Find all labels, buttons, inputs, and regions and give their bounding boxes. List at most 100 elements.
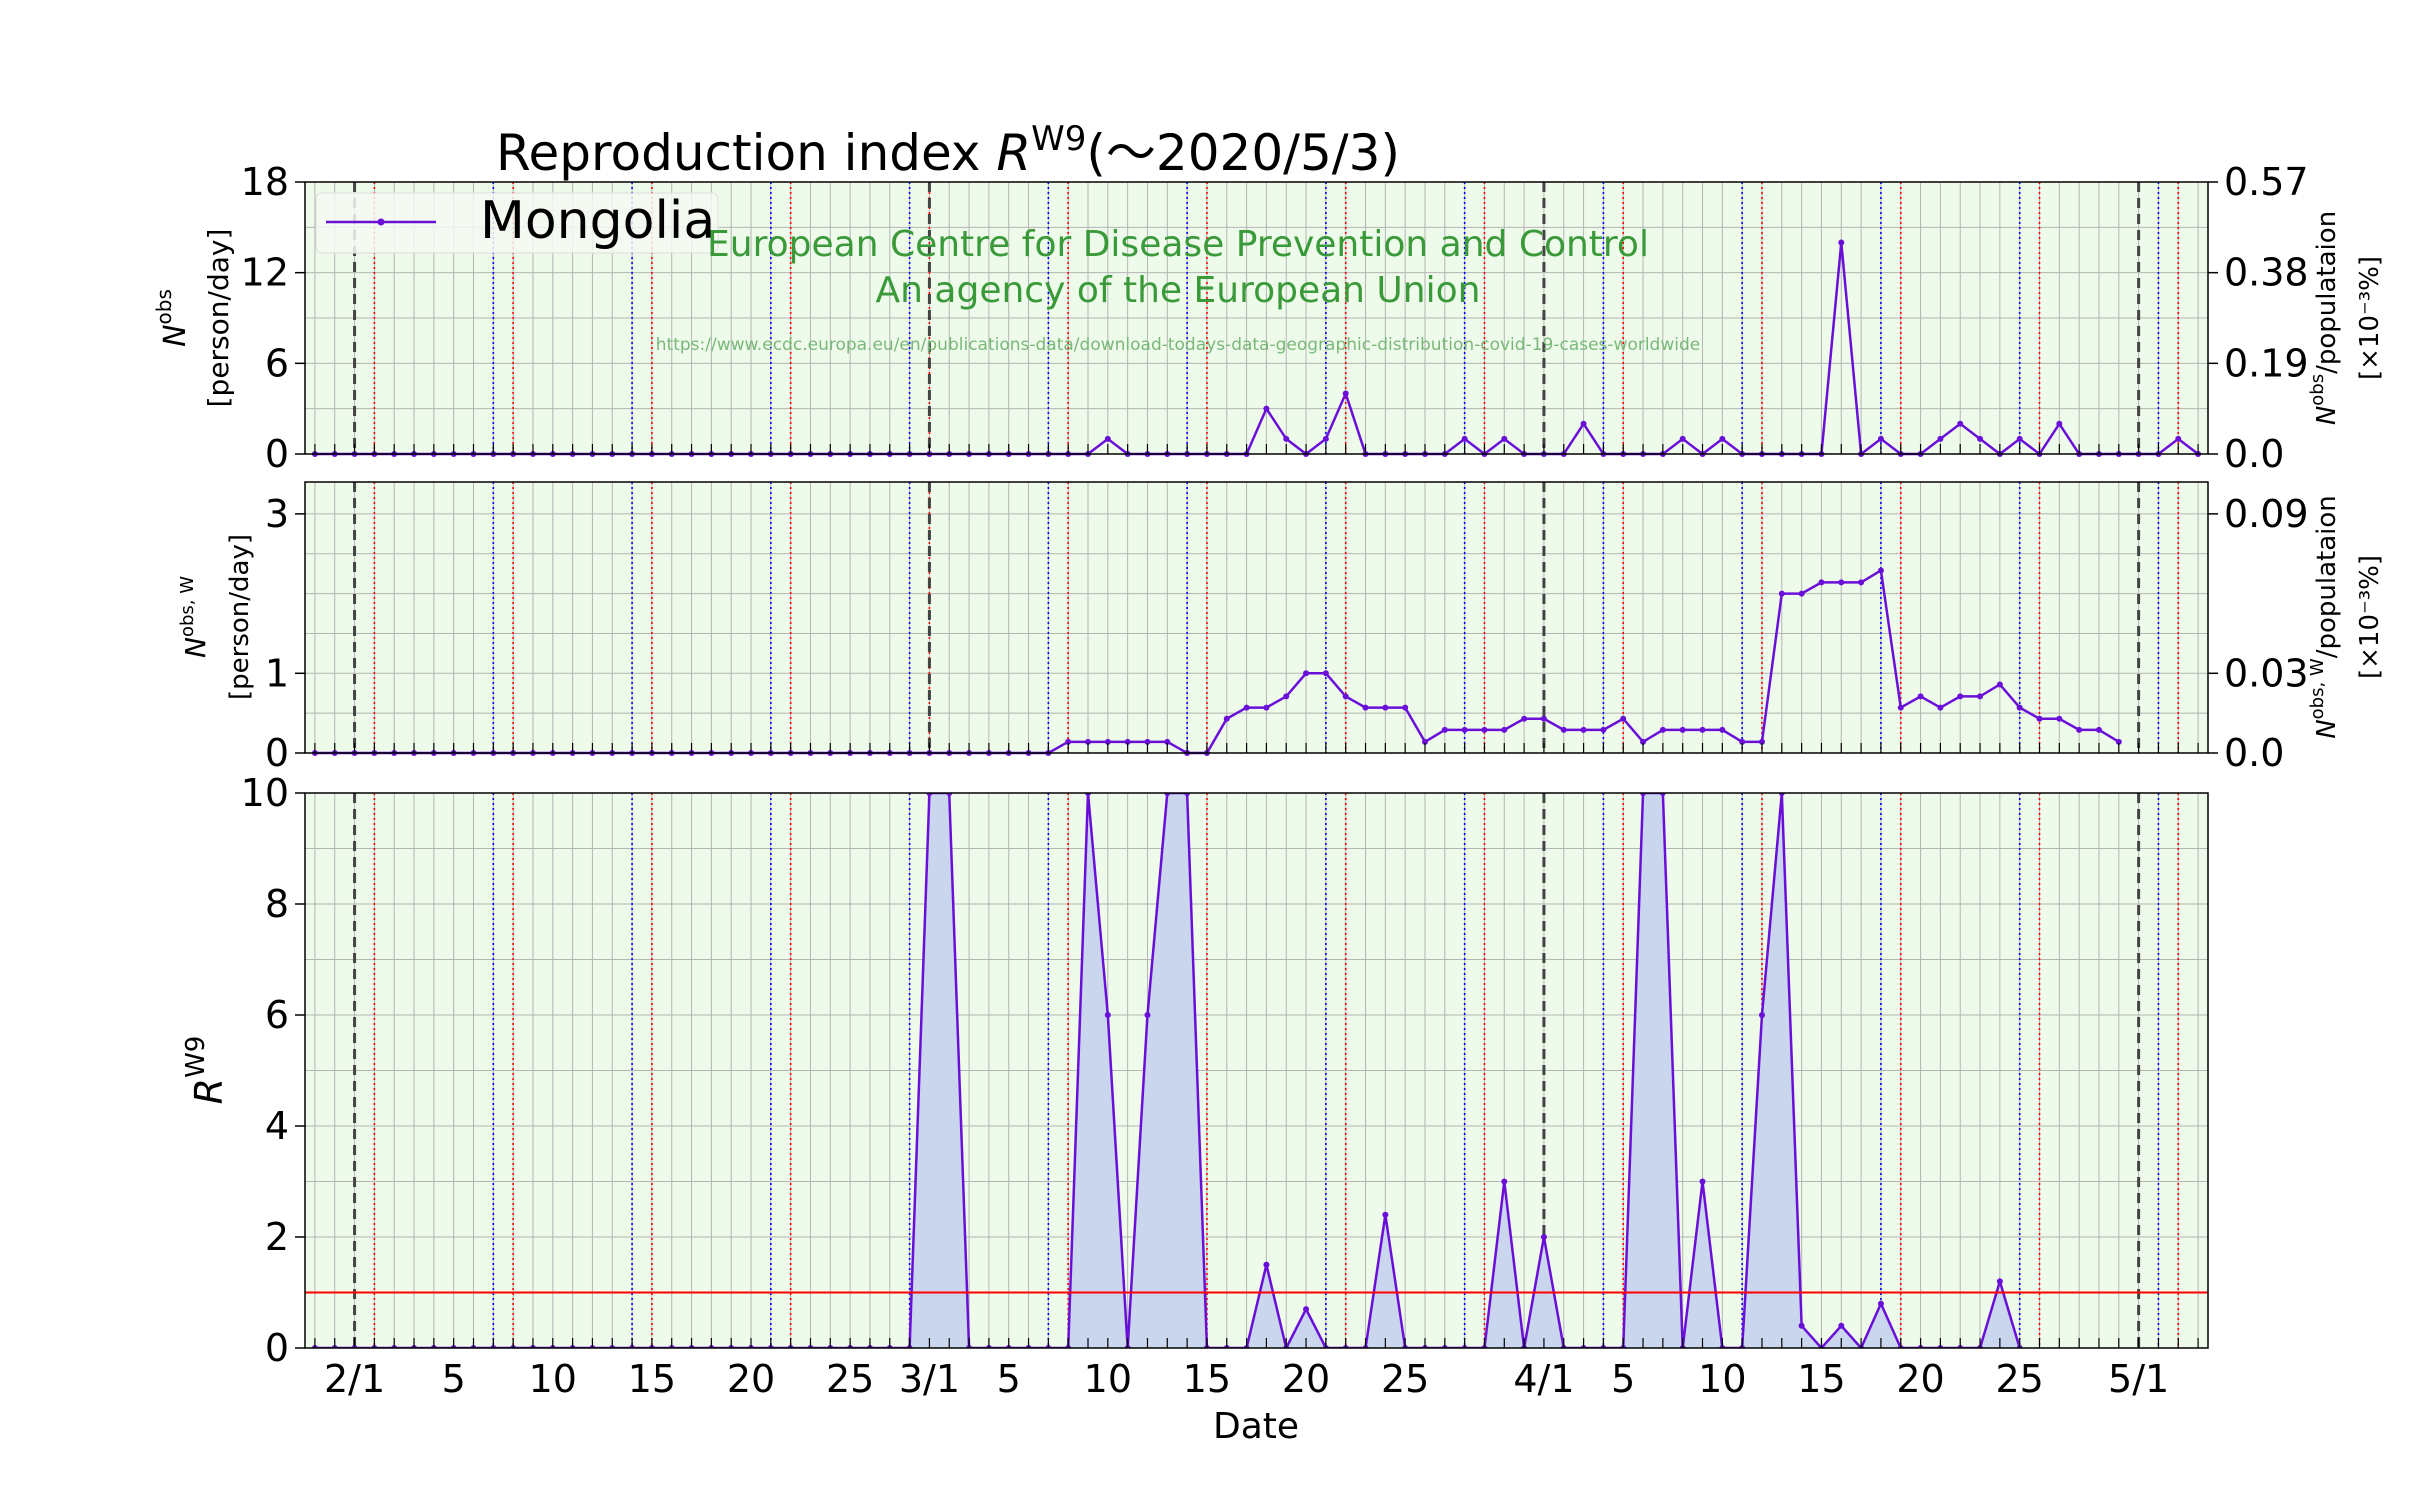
weekly-point bbox=[2016, 704, 2023, 711]
daily-cases-panel: 0 6 12 18 0.0 0.19 0.38 0.57 Nobs [person/day]… bbox=[152, 160, 2385, 476]
legend: Mongolia bbox=[315, 191, 719, 254]
weekly-point bbox=[1977, 693, 1984, 700]
daily-point bbox=[1719, 435, 1726, 442]
weekly-point bbox=[1243, 704, 1250, 711]
rw9-point bbox=[1996, 1278, 2003, 1285]
title-suffix: (～2020/5/3) bbox=[1086, 124, 1400, 182]
weekly-point bbox=[1144, 738, 1151, 745]
watermark-url: https://www.ecdc.europa.eu/en/publicatio… bbox=[656, 335, 1700, 355]
daily-y2tick-label: 0.57 bbox=[2224, 160, 2309, 204]
daily-point bbox=[2056, 420, 2063, 427]
daily-y-unit: [person/day] bbox=[202, 229, 235, 408]
weekly-point bbox=[1937, 704, 1944, 711]
weekly-point bbox=[1362, 704, 1369, 711]
legend-label-mongolia: Mongolia bbox=[480, 191, 715, 251]
weekly-point bbox=[1917, 693, 1924, 700]
daily-ytick-label: 0 bbox=[265, 432, 289, 476]
legend-box bbox=[315, 192, 719, 254]
weekly-y2-label: Nobs, W/populataion bbox=[2307, 495, 2342, 739]
rw9-ytick-label: 6 bbox=[265, 993, 289, 1037]
weekly-y2-unit: [×10⁻³%] bbox=[2355, 555, 2385, 679]
weekly-point bbox=[1659, 726, 1666, 733]
weekly-point bbox=[1600, 726, 1607, 733]
weekly-point bbox=[1838, 579, 1845, 586]
weekly-point bbox=[1580, 726, 1587, 733]
x-tick-label: 25 bbox=[1381, 1357, 1429, 1401]
daily-y2tick-label: 0.38 bbox=[2224, 251, 2309, 295]
rw9-point bbox=[1540, 1234, 1547, 1240]
daily-y2tick-label: 0.19 bbox=[2224, 341, 2309, 385]
daily-y2-ticks: 0.0 0.19 0.38 0.57 bbox=[2208, 160, 2309, 476]
rw9-ytick-label: 4 bbox=[265, 1104, 289, 1148]
weekly-ytick-label: 0 bbox=[265, 731, 289, 775]
daily-point bbox=[1283, 435, 1290, 442]
weekly-point bbox=[1858, 579, 1865, 586]
weekly-point bbox=[1560, 726, 1567, 733]
weekly-y2tick-label: 0.03 bbox=[2224, 651, 2309, 695]
rw9-point bbox=[1758, 1012, 1765, 1018]
x-tick-label: 5 bbox=[1611, 1357, 1635, 1401]
weekly-point bbox=[1342, 693, 1349, 700]
rw9-plot-frame bbox=[304, 792, 2209, 1349]
daily-y2-label: Nobs/populataion bbox=[2307, 211, 2342, 425]
title-superscript: W9 bbox=[1031, 119, 1086, 159]
x-tick-label: 5 bbox=[997, 1357, 1021, 1401]
weekly-point bbox=[1402, 704, 1409, 711]
daily-ytick-label: 18 bbox=[241, 160, 289, 204]
daily-point bbox=[1263, 405, 1270, 412]
weekly-point bbox=[1382, 704, 1389, 711]
rw9-ytick-label: 8 bbox=[265, 882, 289, 926]
daily-point bbox=[1342, 390, 1349, 397]
weekly-point bbox=[1521, 715, 1528, 722]
weekly-point bbox=[1164, 738, 1171, 745]
weekly-point bbox=[1798, 590, 1805, 597]
daily-point bbox=[1501, 435, 1508, 442]
x-tick-label: 3/1 bbox=[899, 1357, 960, 1401]
rw9-point bbox=[1382, 1211, 1389, 1218]
title-prefix: Reproduction index bbox=[496, 124, 996, 182]
weekly-point bbox=[1758, 738, 1765, 745]
weekly-point bbox=[2056, 715, 2063, 722]
watermark-ecdc-tagline: An agency of the European Union bbox=[876, 270, 1481, 311]
weekly-point bbox=[2115, 738, 2122, 745]
daily-plot-frame bbox=[304, 181, 2209, 455]
rw9-ytick-label: 10 bbox=[241, 771, 289, 815]
daily-point bbox=[1104, 435, 1111, 442]
daily-y2tick-label: 0.0 bbox=[2224, 432, 2284, 476]
weekly-point bbox=[1223, 715, 1230, 722]
daily-point bbox=[1580, 420, 1587, 427]
daily-point bbox=[1838, 239, 1845, 246]
weekly-point bbox=[1620, 715, 1627, 722]
weekly-point bbox=[1739, 738, 1746, 745]
weekly-point bbox=[1065, 738, 1072, 745]
weekly-point bbox=[1640, 738, 1647, 745]
x-tick-label: 15 bbox=[628, 1357, 676, 1401]
weekly-point bbox=[1877, 567, 1884, 574]
weekly-point bbox=[1085, 738, 1092, 745]
title-symbol: R bbox=[996, 124, 1031, 182]
weekly-average-panel: 0 1 3 0.0 0.03 0.09 Nobs, W [person/day] Nob… bbox=[177, 481, 2385, 775]
daily-ytick-label: 6 bbox=[265, 341, 289, 385]
x-tick-label: 25 bbox=[1996, 1357, 2044, 1401]
weekly-point bbox=[1897, 704, 1904, 711]
weekly-y2tick-label: 0.0 bbox=[2224, 731, 2284, 775]
x-tick-label: 20 bbox=[727, 1357, 775, 1401]
rw9-point bbox=[1699, 1178, 1706, 1185]
weekly-series bbox=[311, 567, 2199, 756]
weekly-point bbox=[1719, 726, 1726, 733]
weekly-point bbox=[1124, 738, 1131, 745]
weekly-point bbox=[1699, 726, 1706, 733]
watermark-ecdc-name: European Centre for Disease Prevention a… bbox=[707, 224, 1649, 265]
rw9-ytick-label: 0 bbox=[265, 1326, 289, 1370]
x-tick-label: 15 bbox=[1797, 1357, 1845, 1401]
weekly-plot-frame bbox=[304, 481, 2209, 754]
daily-point bbox=[1957, 420, 1964, 427]
rw9-series bbox=[305, 793, 2208, 1348]
daily-point bbox=[1461, 435, 1468, 442]
weekly-point bbox=[1104, 738, 1111, 745]
rw9-y-label: RW9 bbox=[181, 1036, 231, 1105]
rw9-point bbox=[1877, 1300, 1884, 1307]
rw9-point bbox=[1144, 1012, 1151, 1018]
weekly-point bbox=[1322, 670, 1329, 677]
